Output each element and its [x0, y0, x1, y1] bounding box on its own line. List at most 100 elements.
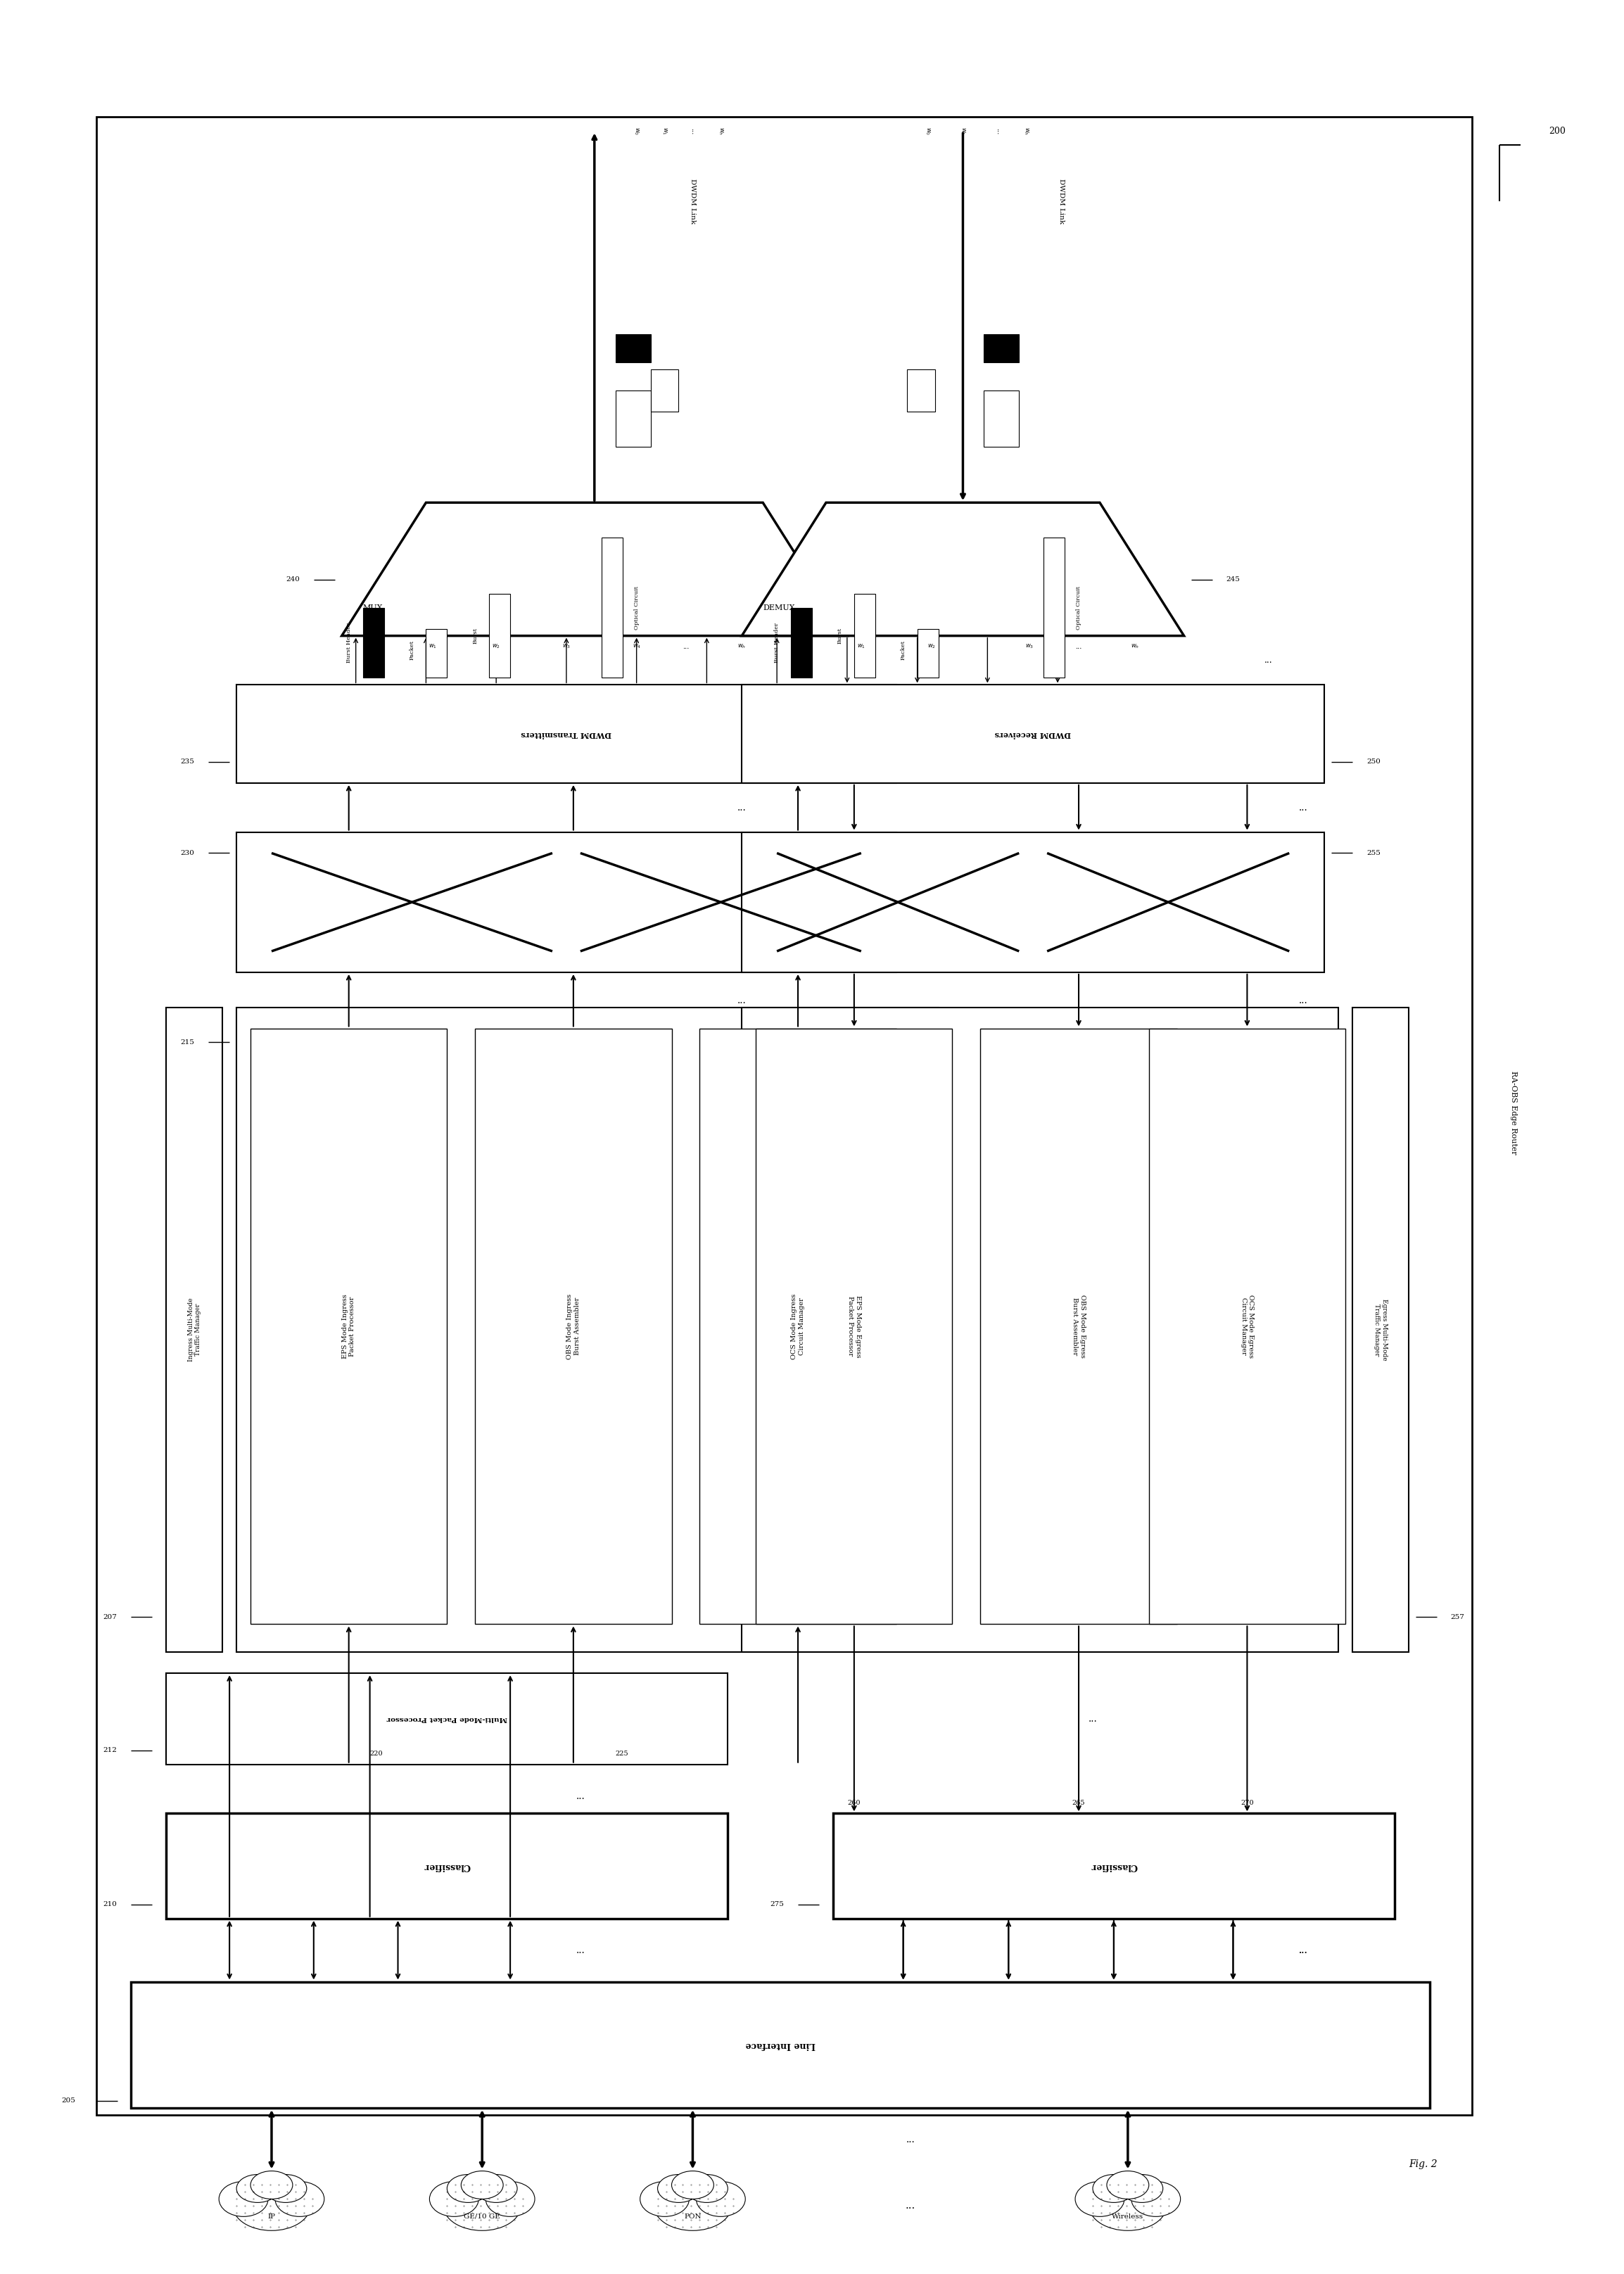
Bar — [615, 391, 651, 446]
Text: $w_0$: $w_0$ — [924, 127, 932, 136]
Text: 260: 260 — [848, 1801, 861, 1806]
Text: 257: 257 — [1450, 1615, 1465, 1621]
Text: $w_3$: $w_3$ — [1025, 644, 1034, 650]
Bar — [755, 1028, 952, 1624]
Bar — [651, 368, 679, 412]
Text: 270: 270 — [1241, 1801, 1254, 1806]
Text: 265: 265 — [1072, 1801, 1085, 1806]
Text: 250: 250 — [1366, 760, 1380, 764]
Text: RA-OBS Edge Router: RA-OBS Edge Router — [1510, 1071, 1517, 1155]
Text: ...: ... — [1299, 1944, 1307, 1956]
Text: ...: ... — [682, 644, 689, 650]
Text: Burst Header: Burst Header — [775, 623, 780, 664]
Text: Burst: Burst — [838, 628, 843, 644]
Ellipse shape — [685, 2174, 728, 2204]
Text: ...: ... — [577, 1792, 585, 1801]
Text: Optical Circuit: Optical Circuit — [1075, 587, 1082, 630]
Text: Multi-Mode Packet Processor: Multi-Mode Packet Processor — [387, 1715, 507, 1721]
Ellipse shape — [640, 2181, 689, 2217]
Text: 225: 225 — [615, 1751, 628, 1758]
Bar — [132, 1981, 1429, 2108]
Ellipse shape — [1121, 2174, 1163, 2204]
Ellipse shape — [461, 2172, 503, 2199]
Polygon shape — [742, 503, 1184, 637]
Text: ...: ... — [577, 1944, 585, 1956]
Bar — [742, 1007, 1338, 1653]
Ellipse shape — [1075, 2181, 1124, 2217]
Text: $w_1$: $w_1$ — [960, 127, 966, 134]
Ellipse shape — [443, 2181, 521, 2231]
Text: 205: 205 — [62, 2097, 75, 2103]
Text: ...: ... — [1263, 655, 1272, 664]
Bar — [166, 1674, 728, 1765]
Text: $w_1$: $w_1$ — [661, 127, 669, 134]
Text: 230: 230 — [180, 850, 195, 857]
Text: DEMUX: DEMUX — [763, 605, 794, 612]
Text: $w_h$: $w_h$ — [737, 644, 745, 650]
Text: ...: ... — [1299, 803, 1307, 812]
Bar — [833, 1812, 1395, 1919]
Ellipse shape — [476, 2174, 516, 2204]
Text: 212: 212 — [104, 1746, 117, 1753]
Text: EPS Mode Egress
Packet Processor: EPS Mode Egress Packet Processor — [848, 1296, 861, 1358]
Bar — [166, 1812, 728, 1919]
Text: 275: 275 — [770, 1901, 784, 1908]
Text: Packet: Packet — [409, 639, 414, 659]
Text: ...: ... — [1299, 996, 1307, 1005]
Text: ...: ... — [1299, 1944, 1307, 1956]
Ellipse shape — [658, 2174, 700, 2204]
Ellipse shape — [265, 2174, 307, 2204]
Bar — [791, 607, 812, 678]
Text: DWDM Receivers: DWDM Receivers — [996, 730, 1072, 737]
Text: ...: ... — [905, 2201, 916, 2210]
Text: ...: ... — [737, 996, 747, 1005]
Text: OCS Mode Egress
Circuit Manager: OCS Mode Egress Circuit Manager — [1241, 1294, 1254, 1358]
Text: Burst Header: Burst Header — [346, 623, 352, 664]
Bar — [362, 607, 383, 678]
Text: $w_0$: $w_0$ — [794, 644, 802, 650]
Text: ...: ... — [801, 655, 809, 664]
Text: ...: ... — [996, 127, 1000, 134]
Bar — [1044, 537, 1065, 678]
Text: 200: 200 — [1549, 127, 1566, 136]
Ellipse shape — [1132, 2181, 1181, 2217]
Text: OBS Mode Egress
Burst Assembler: OBS Mode Egress Burst Assembler — [1072, 1294, 1085, 1358]
Text: Fig. 2: Fig. 2 — [1408, 2158, 1437, 2169]
Text: Classifier: Classifier — [424, 1862, 471, 1872]
Bar — [906, 368, 935, 412]
Text: EPS Mode Ingress
Packet Processor: EPS Mode Ingress Packet Processor — [343, 1294, 356, 1358]
Ellipse shape — [697, 2181, 745, 2217]
Bar — [237, 1007, 939, 1653]
Bar — [742, 832, 1324, 973]
Text: Classifier: Classifier — [1090, 1862, 1137, 1872]
Text: 220: 220 — [370, 1751, 383, 1758]
Text: DWDM Link: DWDM Link — [1057, 180, 1064, 223]
Ellipse shape — [1093, 2174, 1135, 2204]
Text: ...: ... — [1088, 1715, 1098, 1724]
Ellipse shape — [672, 2172, 713, 2199]
Bar — [700, 1028, 896, 1624]
Text: DWDM Link: DWDM Link — [690, 180, 695, 223]
Text: $w_1$: $w_1$ — [429, 644, 437, 650]
Text: Optical Circuit: Optical Circuit — [633, 587, 640, 630]
Ellipse shape — [429, 2181, 479, 2217]
Text: DWDM Transmitters: DWDM Transmitters — [521, 730, 612, 737]
Text: $w_1$: $w_1$ — [857, 644, 866, 650]
Text: IP: IP — [268, 2213, 276, 2219]
Bar — [425, 630, 447, 678]
Text: OBS Mode Ingress
Burst Assembler: OBS Mode Ingress Burst Assembler — [567, 1294, 580, 1360]
Bar — [237, 684, 896, 782]
Text: $w_0$: $w_0$ — [365, 644, 374, 650]
Bar — [601, 537, 622, 678]
Text: Packet: Packet — [900, 639, 906, 659]
Text: GE/10 GE: GE/10 GE — [464, 2213, 500, 2219]
Text: Burst: Burst — [473, 628, 477, 644]
Bar — [250, 1028, 447, 1624]
Text: 215: 215 — [180, 1039, 195, 1046]
Ellipse shape — [274, 2181, 325, 2217]
Ellipse shape — [1090, 2181, 1166, 2231]
Ellipse shape — [219, 2181, 268, 2217]
Text: $w_h$: $w_h$ — [718, 127, 724, 136]
Bar — [1353, 1007, 1408, 1653]
Text: 210: 210 — [104, 1901, 117, 1908]
